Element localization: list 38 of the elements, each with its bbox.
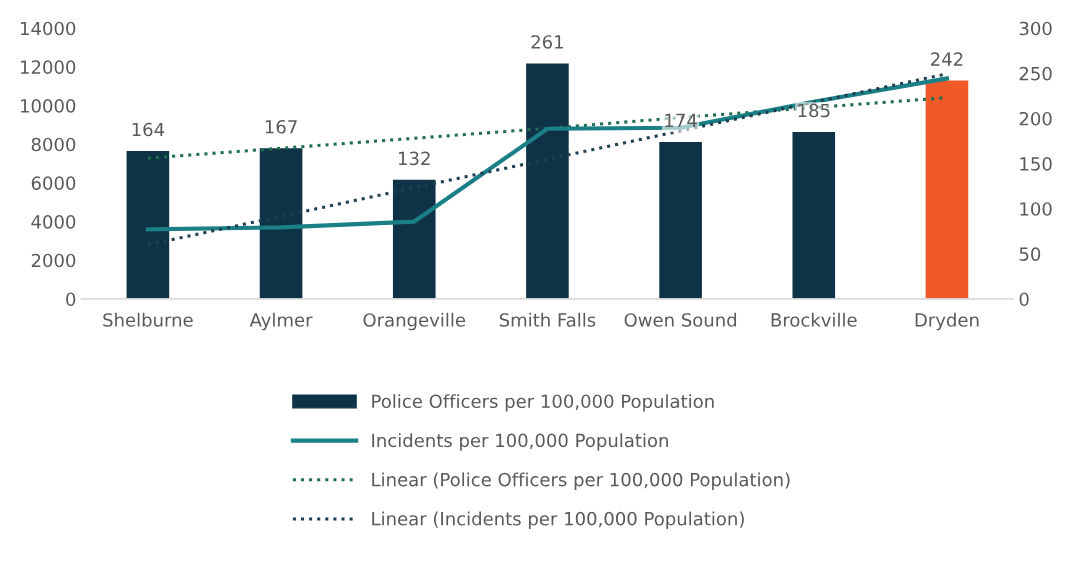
legend-label: Incidents per 100,000 Population [372, 433, 668, 451]
x-tick-label: Orangeville [363, 312, 466, 331]
legend-label: Linear (Police Officers per 100,000 Population) [372, 472, 790, 490]
bar [526, 63, 569, 299]
y2-tick-label: 0 [1019, 292, 1029, 307]
bar [259, 148, 303, 299]
bar [659, 141, 702, 299]
y2-tick-label: 300 [1019, 21, 1052, 36]
bar [792, 131, 836, 299]
data-label: 242 [931, 52, 963, 66]
x-tick-label: Shelburne [103, 312, 193, 327]
y-tick-label: 14000 [20, 21, 76, 36]
x-tick-label: Brockville [771, 312, 857, 327]
y2-tick-label: 100 [1020, 202, 1052, 216]
y-tick-label: 12000 [20, 60, 76, 74]
bar [126, 150, 170, 299]
bar [392, 179, 436, 299]
data-label: 164 [132, 122, 165, 137]
data-label: 167 [265, 119, 297, 134]
y2-tick-label: 250 [1019, 66, 1052, 81]
legend-label: Linear (Incidents per 100,000 Population) [372, 511, 744, 530]
x-tick-label: Dryden [915, 312, 979, 331]
y2-tick-label: 50 [1019, 247, 1041, 261]
data-label: 261 [531, 35, 563, 49]
x-tick-label: Owen Sound [624, 312, 737, 327]
y-tick-label: 2000 [31, 253, 76, 268]
y-tick-label: 8000 [31, 137, 76, 152]
y2-tick-label: 150 [1020, 157, 1052, 171]
bar [925, 80, 969, 299]
x-tick-label: Smith Falls [499, 312, 596, 327]
legend-label: Police Officers per 100,000 Population [372, 394, 714, 412]
x-tick-label: Aylmer [249, 312, 313, 331]
y-tick-label: 0 [66, 292, 76, 307]
y-tick-label: 6000 [31, 176, 76, 191]
data-label: 132 [398, 151, 430, 166]
y2-tick-label: 200 [1019, 111, 1052, 126]
y-tick-label: 4000 [31, 215, 76, 229]
y-tick-label: 10000 [20, 99, 76, 113]
